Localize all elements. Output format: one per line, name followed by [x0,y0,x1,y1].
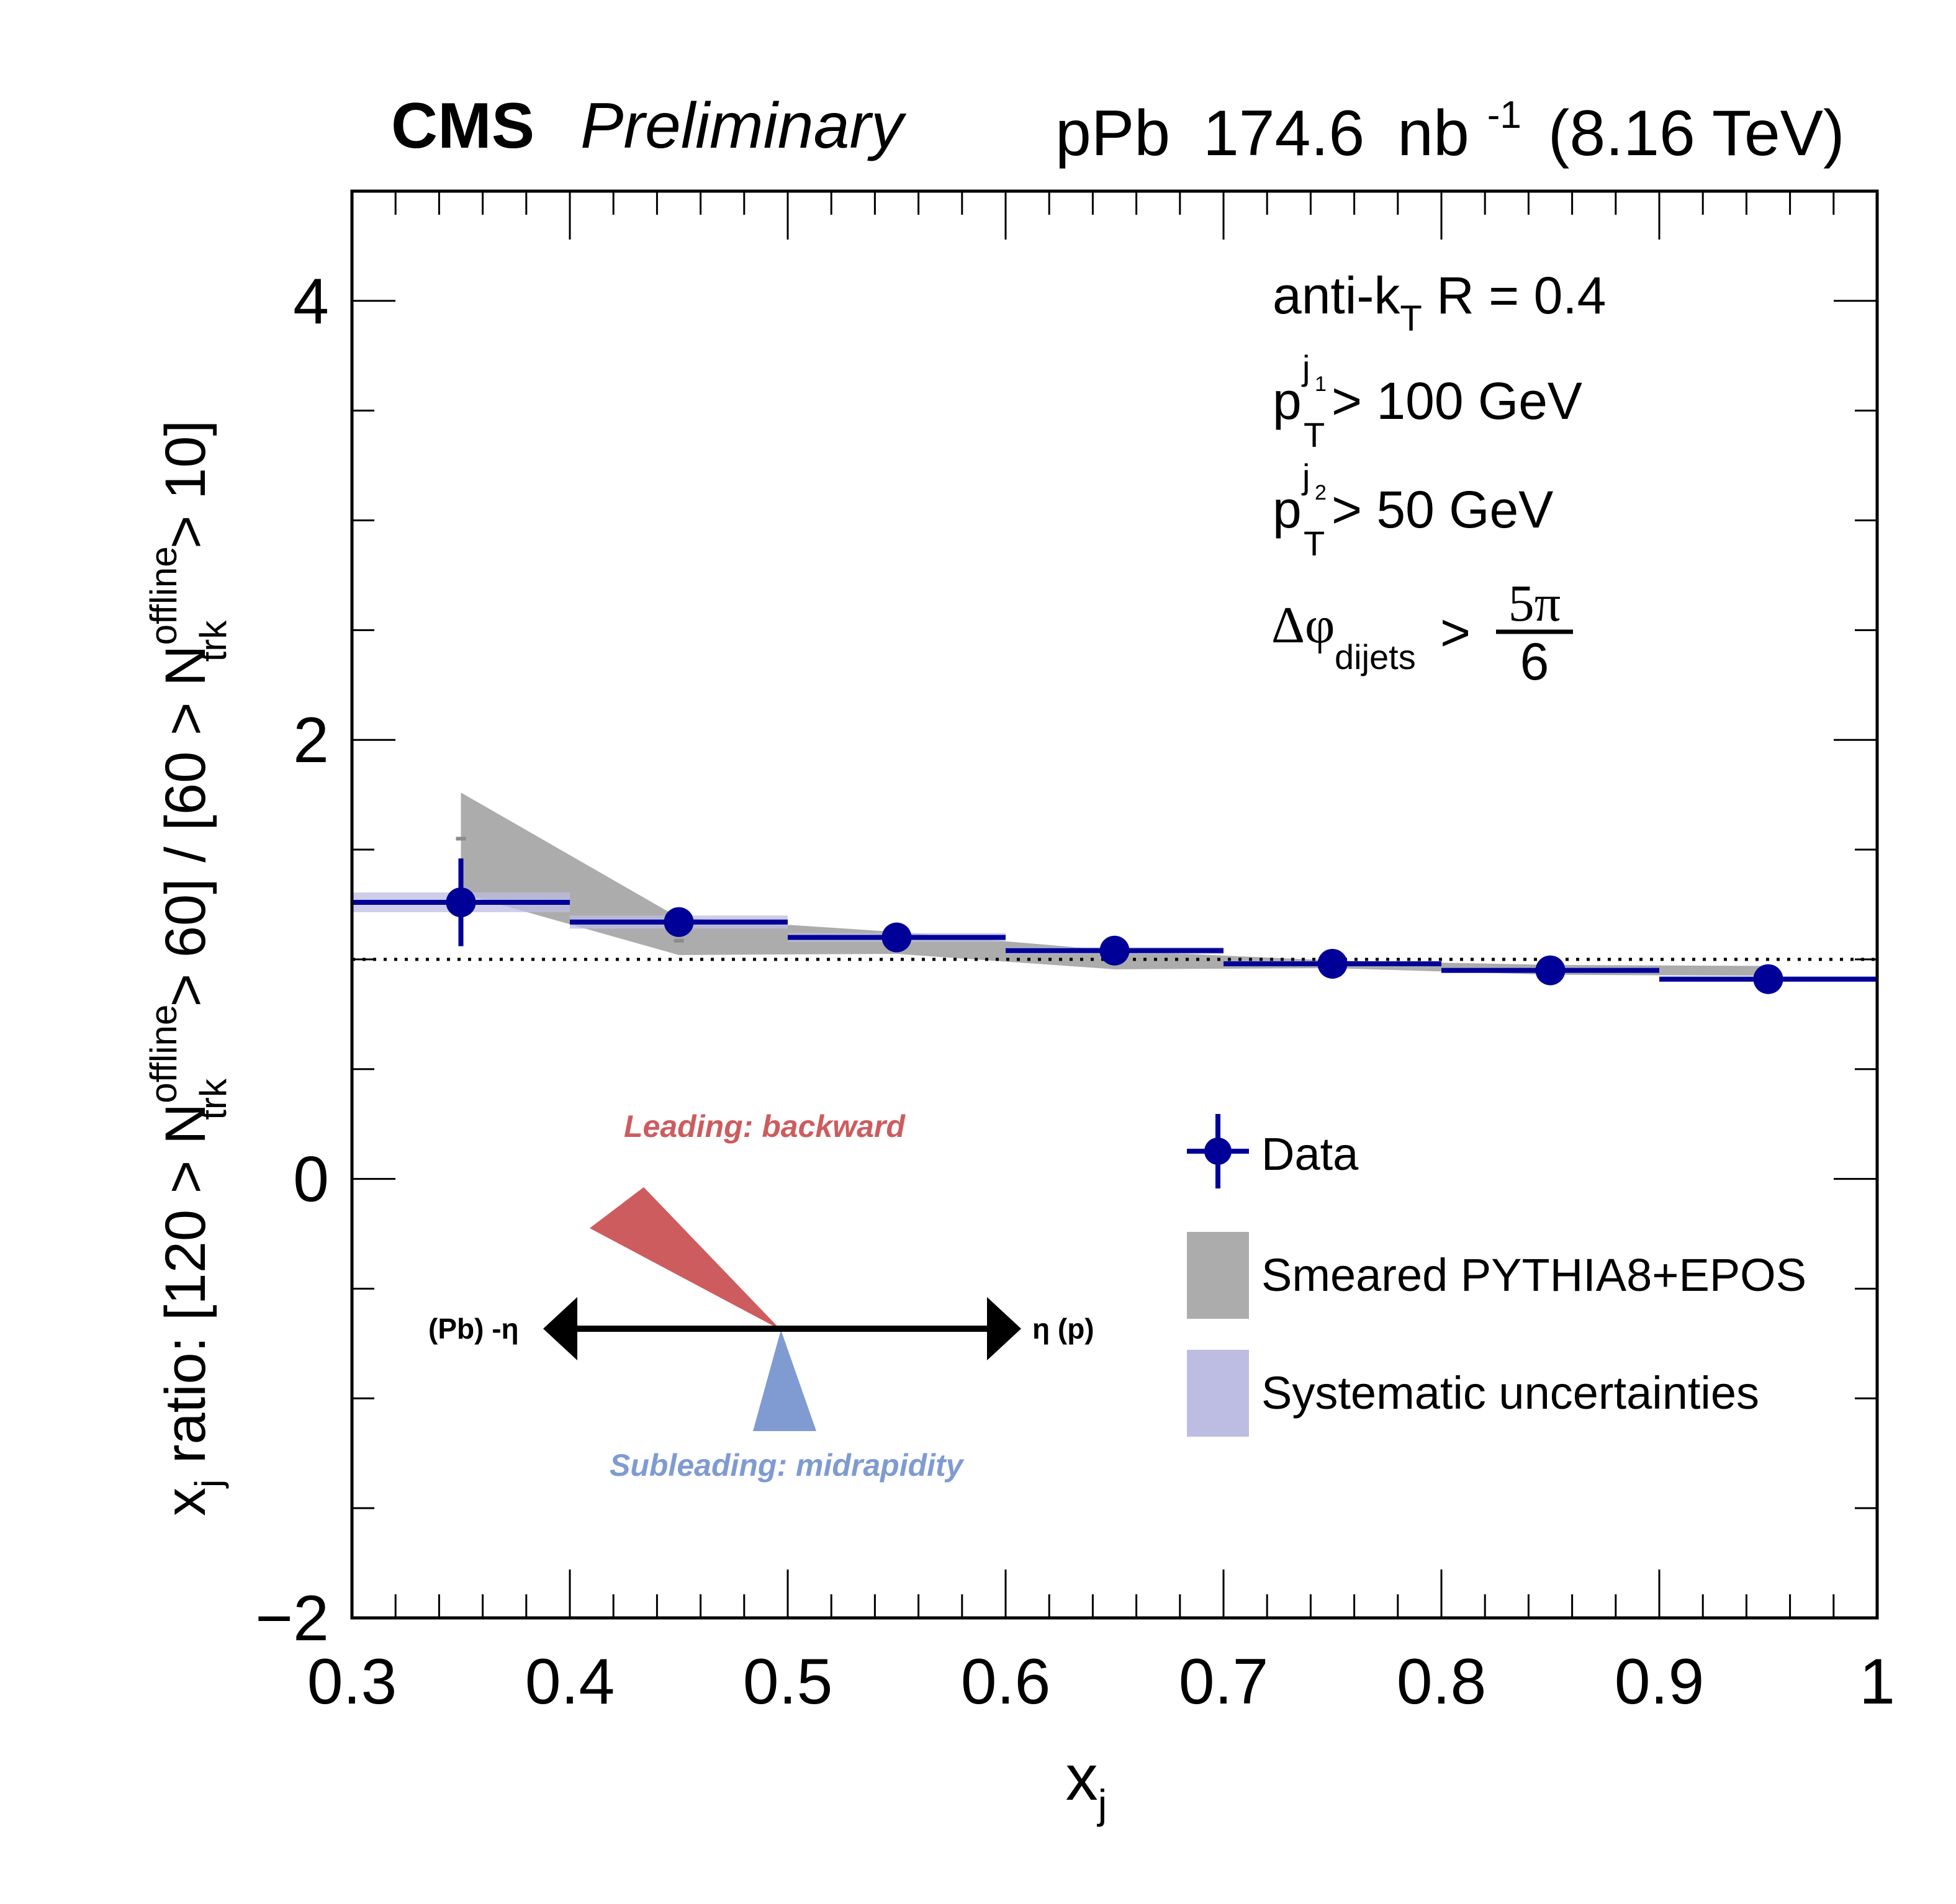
x-tick-label: 0.3 [307,1646,397,1718]
data-point [1099,935,1130,966]
y-tick-label: 4 [293,266,329,338]
luminosity-value: 174.6 [1203,97,1364,169]
arrow-left-icon [543,1297,577,1360]
svg-text:p: p [1273,372,1302,430]
x-axis-title: xj [1066,1742,1107,1827]
jet-algo-label: anti-kT R = 0.4 [1273,266,1606,339]
svg-text:6: 6 [1520,632,1549,691]
pt2-cut-label: p j 2 T > 50 GeV [1273,457,1553,563]
luminosity-exp: -1 [1487,94,1521,137]
x-tick-label: 0.6 [961,1646,1051,1718]
svg-text:> 100 GeV: > 100 GeV [1332,372,1582,430]
energy-label: (8.16 TeV) [1548,97,1845,169]
x-tick-label: 0.9 [1615,1646,1705,1718]
rapidity-diagram: Leading: backward (Pb) -η η (p) Subleadi… [428,1109,1094,1483]
svg-text:T: T [1304,524,1325,563]
model-band [461,793,1769,976]
svg-text:>: > [1440,603,1471,662]
svg-text:1: 1 [1315,372,1327,396]
collision-system: pPb [1055,97,1170,169]
pt1-cut-label: p j 1 T > 100 GeV [1273,348,1582,454]
svg-text:Δφ: Δφ [1271,596,1335,654]
syst-band-swatch [1187,1350,1249,1437]
data-point [1535,955,1566,986]
svg-text:> 50 GeV: > 50 GeV [1332,480,1553,539]
data-point [1753,964,1783,994]
y-tick-label: 2 [293,704,329,776]
data-layer [352,858,1877,994]
pb-direction-label: (Pb) -η [428,1313,519,1345]
svg-text:2: 2 [1315,481,1327,505]
leading-jet-cone [590,1187,781,1330]
x-tick-label: 0.8 [1397,1646,1487,1718]
data-point [664,907,694,937]
data-point [1317,948,1348,979]
plot-frame [350,189,1879,1620]
leading-jet-label: Leading: backward [624,1109,906,1144]
status-label: Preliminary [580,90,907,162]
legend-item-data: Data [1187,1114,1359,1188]
experiment-label: CMS [391,90,534,162]
x-tick-label: 0.4 [525,1646,615,1718]
legend-item-syst: Systematic uncertainties [1187,1350,1759,1437]
svg-text:5π: 5π [1508,575,1561,632]
legend-label: Systematic uncertainties [1261,1367,1759,1419]
svg-text:T: T [1304,415,1325,454]
luminosity-unit: nb [1397,97,1469,169]
svg-text:j: j [1301,348,1310,387]
axes-layer: 0.3 0.4 0.5 0.6 0.7 0.8 0.9 1 −2 0 2 4 [255,189,1895,1718]
data-marker-icon [1204,1138,1232,1165]
x-tick-label: 0.7 [1179,1646,1269,1718]
arrow-right-icon [987,1297,1021,1360]
legend-item-model: Smeared PYTHIA8+EPOS [1187,1232,1806,1319]
p-direction-label: η (p) [1032,1313,1094,1345]
svg-text:dijets: dijets [1335,637,1416,676]
model-band-swatch [1187,1232,1249,1319]
legend: Data Smeared PYTHIA8+EPOS Systematic unc… [1187,1114,1806,1437]
lumi-label: pPb 174.6 nb -1 (8.16 TeV) [1055,70,1845,169]
legend-label: Smeared PYTHIA8+EPOS [1261,1249,1806,1301]
legend-label: Data [1261,1128,1359,1180]
x-tick-label: 0.5 [743,1646,833,1718]
dphi-cut-label: Δφ dijets > 5π 6 [1271,575,1573,691]
subleading-jet-label: Subleading: midrapidity [610,1448,965,1483]
svg-text:p: p [1273,480,1302,539]
y-axis-title: xj ratio: [120 > Noffline trk > 60] / [60… [143,420,234,1516]
y-tick-label: −2 [255,1583,329,1655]
data-point [446,887,476,917]
y-tick-label: 0 [293,1144,329,1216]
header: CMS Preliminary pPb 174.6 nb -1 (8.16 Te… [391,70,1845,169]
data-point [881,922,912,953]
selection-annotations: anti-kT R = 0.4 p j 1 T > 100 GeV p j 2 … [1271,266,1606,691]
subleading-jet-cone [753,1330,816,1431]
svg-text:j: j [1301,457,1310,496]
x-tick-label: 1 [1859,1646,1895,1718]
